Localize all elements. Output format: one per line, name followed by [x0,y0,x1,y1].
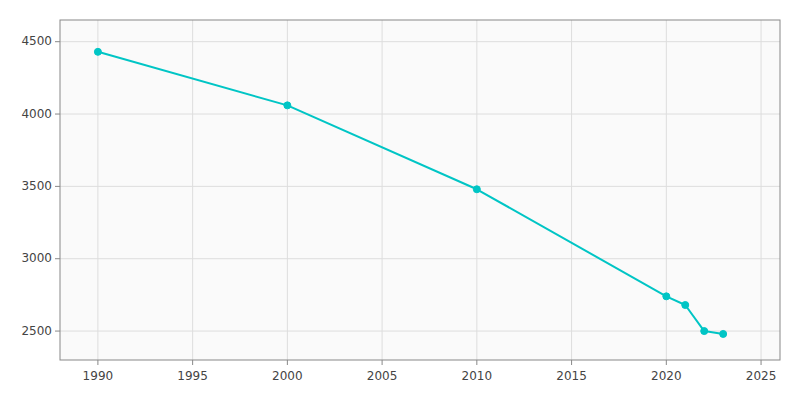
x-tick-label: 2020 [651,369,682,383]
x-grid-line [97,20,98,360]
y-grid-line [60,41,780,42]
chart: 2500 3000 3500 4000 4500 1990 1995 2000 2005 2010… [0,0,800,400]
point [682,302,689,309]
chart-container: 2500 3000 3500 4000 4500 1990 1995 2000 2005 2010… [0,0,800,400]
x-tick [761,360,762,365]
series [94,48,726,337]
x-tick-label: 1990 [83,369,114,383]
plot-background [60,20,780,360]
point [663,293,670,300]
y-tick-label: 2500 [21,324,52,338]
x-tick-label: 1995 [177,369,208,383]
y-grid-line [60,258,780,259]
axes: 2500 3000 3500 4000 4500 1990 1995 2000 2005 2010… [21,34,776,383]
line [98,52,723,334]
x-tick-label: 2025 [746,369,777,383]
y-tick [55,41,60,42]
y-tick-label: 3000 [21,251,52,265]
x-grid-line [571,20,572,360]
y-tick [55,331,60,332]
x-tick [571,360,572,365]
point [94,48,101,55]
x-tick-label: 2000 [272,369,303,383]
grid [60,20,780,360]
x-tick [287,360,288,365]
y-tick [55,258,60,259]
x-tick [192,360,193,365]
x-tick-label: 2010 [462,369,493,383]
point [701,328,708,335]
point [284,102,291,109]
y-tick [55,186,60,187]
y-tick-label: 4500 [21,34,52,48]
x-grid-line [287,20,288,360]
y-grid-line [60,331,780,332]
y-grid-line [60,114,780,115]
x-tick [476,360,477,365]
x-tick [97,360,98,365]
y-tick-label: 4000 [21,107,52,121]
y-tick [55,114,60,115]
x-grid-line [666,20,667,360]
x-tick [666,360,667,365]
plot-frame [60,20,780,360]
x-tick-label: 2015 [556,369,587,383]
x-grid-line [192,20,193,360]
y-tick-label: 3500 [21,179,52,193]
point [720,330,727,337]
x-tick-label: 2005 [367,369,398,383]
point [473,186,480,193]
x-grid-line [761,20,762,360]
y-grid-line [60,186,780,187]
x-grid-line [382,20,383,360]
x-tick [382,360,383,365]
